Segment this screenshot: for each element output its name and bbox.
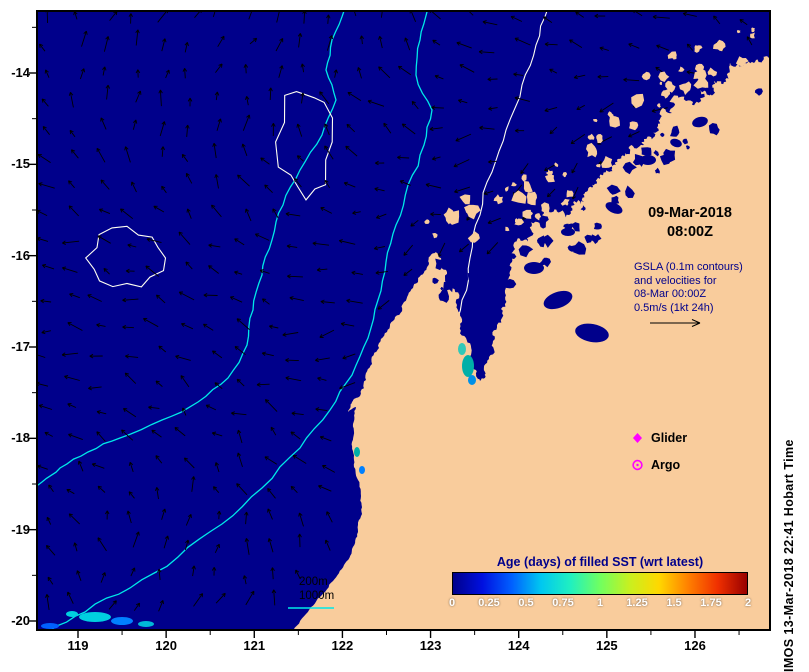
colorbar-tick-label: 0.75 <box>552 597 574 609</box>
colorbar-tick-label: 1.5 <box>666 597 682 609</box>
bathy-line-sample-icon <box>288 607 334 609</box>
bathymetry-contours <box>37 11 433 630</box>
x-tick-label: 121 <box>243 638 266 653</box>
depth-200-label: 200m <box>299 576 328 588</box>
colorbar-tick-label: 0.25 <box>478 597 500 609</box>
map-legend: Glider Argo <box>630 424 687 478</box>
watermark-imos: IMOS 13-Mar-2018 22:41 Hobart Time <box>782 439 796 672</box>
y-tick-label: -19 <box>11 521 30 537</box>
islands <box>424 27 755 243</box>
map-content <box>37 11 770 630</box>
depth-legend: 200m 1000m <box>299 575 334 603</box>
colorbar-tick-labels: 0 0.25 0.5 0.75 1 1.25 1.5 1.75 2 <box>448 595 752 609</box>
glider-label: Glider <box>651 430 688 445</box>
x-tick-label: 119 <box>67 638 89 653</box>
x-tick-label: 126 <box>684 638 706 653</box>
land-mass <box>293 52 770 630</box>
glider-marker-icon <box>633 432 642 443</box>
coastal-inlets <box>432 69 770 343</box>
gsla-note: GSLA (0.1m contours) and velocities for … <box>634 261 792 329</box>
y-tick-label: -18 <box>11 430 30 446</box>
depth-1000-label: 1000m <box>299 590 335 602</box>
date-annotation: 09-Mar-2018 08:00Z <box>608 204 772 242</box>
argo-label: Argo <box>651 457 681 472</box>
argo-marker-icon <box>632 459 643 470</box>
x-tick-label: 122 <box>331 638 354 653</box>
legend-row-argo: Argo <box>630 451 687 478</box>
colorbar-tick-label: 0.5 <box>518 597 534 609</box>
x-tick-label: 124 <box>507 638 530 653</box>
x-tick-label: 120 <box>155 638 177 653</box>
x-tick-label: 125 <box>595 638 618 653</box>
y-tick-label: -16 <box>11 247 30 263</box>
gsla-note-line: 0.5m/s (1kt 24h) <box>634 301 714 314</box>
y-tick-label: -17 <box>11 338 30 354</box>
colorbar-tick-label: 1.75 <box>700 597 722 609</box>
gsla-note-line: GSLA (0.1m contours) <box>634 261 743 273</box>
colorbar-tick-label: 1 <box>596 597 604 609</box>
colorbar-title: Age (days) of filled SST (wrt latest) <box>496 555 704 569</box>
velocity-scale-arrow-icon <box>650 319 701 327</box>
date-line1: 09-Mar-2018 <box>648 205 732 221</box>
gsla-note-line: 08-Mar 00:00Z <box>634 288 707 300</box>
y-tick-label: -15 <box>11 156 30 172</box>
axis-ticks <box>29 26 740 638</box>
y-tick-label: -20 <box>11 612 30 628</box>
map-border <box>36 10 771 631</box>
colorbar-tick-label: 1.25 <box>626 597 648 609</box>
x-tick-label: 123 <box>419 638 442 653</box>
colorbar-gradient <box>452 572 748 595</box>
y-tick-label: -14 <box>11 65 30 80</box>
date-line2: 08:00Z <box>667 224 713 240</box>
gsla-note-line: and velocities for <box>634 274 717 287</box>
legend-row-glider: Glider <box>630 424 687 451</box>
colorbar-tick-label: 0 <box>448 597 456 609</box>
colorbar-tick-label: 2 <box>744 597 752 609</box>
sst-age-patches <box>41 343 476 629</box>
